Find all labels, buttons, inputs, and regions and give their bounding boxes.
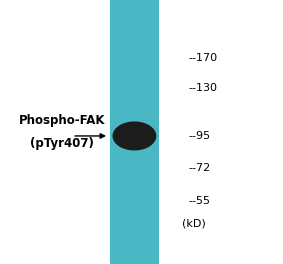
- Text: --95: --95: [188, 131, 210, 141]
- Text: (kD): (kD): [182, 218, 206, 228]
- Text: --130: --130: [188, 83, 217, 93]
- Text: --72: --72: [188, 163, 211, 173]
- Bar: [110, 0, 159, 264]
- Text: (pTyr407): (pTyr407): [30, 137, 94, 150]
- Text: --55: --55: [188, 196, 210, 206]
- Text: Phospho-FAK: Phospho-FAK: [19, 114, 106, 127]
- Text: --170: --170: [188, 53, 217, 63]
- Ellipse shape: [112, 121, 156, 150]
